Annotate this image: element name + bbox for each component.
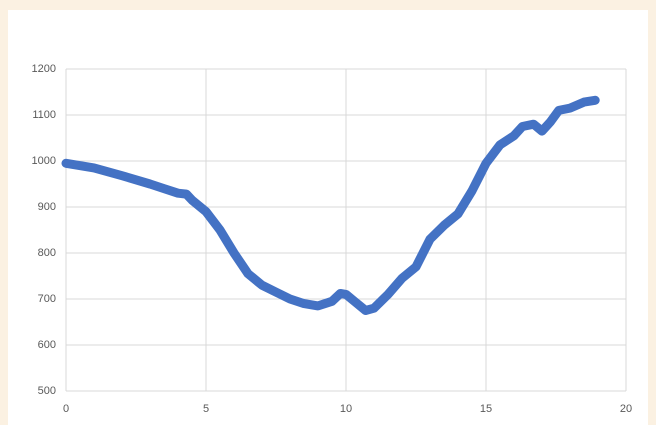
y-tick-label: 500 — [38, 385, 56, 397]
x-tick-label: 20 — [620, 403, 632, 415]
y-tick-label: 600 — [38, 339, 56, 351]
y-tick-label: 1200 — [32, 63, 56, 75]
x-tick-label: 15 — [480, 403, 492, 415]
chart-area — [8, 10, 648, 425]
y-tick-label: 900 — [38, 201, 56, 213]
line — [61, 95, 600, 315]
y-tick-label: 700 — [38, 293, 56, 305]
y-tick-label: 1100 — [32, 109, 56, 121]
x-tick-label: 0 — [63, 403, 69, 415]
x-tick-label: 5 — [203, 403, 209, 415]
y-tick-label: 800 — [38, 247, 56, 259]
y-tick-label: 1000 — [32, 155, 56, 167]
x-tick-label: 10 — [340, 403, 352, 415]
